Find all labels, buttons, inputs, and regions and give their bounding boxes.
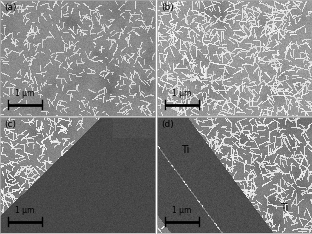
Text: (b): (b) [161,4,174,12]
Text: 1 μm: 1 μm [172,206,191,215]
Text: (d): (d) [161,121,174,129]
Text: 1 μm: 1 μm [15,89,35,98]
Text: Ti: Ti [280,203,288,213]
Text: Ti: Ti [181,145,189,155]
Text: (a): (a) [5,4,17,12]
Text: 1 μm: 1 μm [15,206,35,215]
Text: 1 μm: 1 μm [172,89,191,98]
Text: (c): (c) [5,121,17,129]
